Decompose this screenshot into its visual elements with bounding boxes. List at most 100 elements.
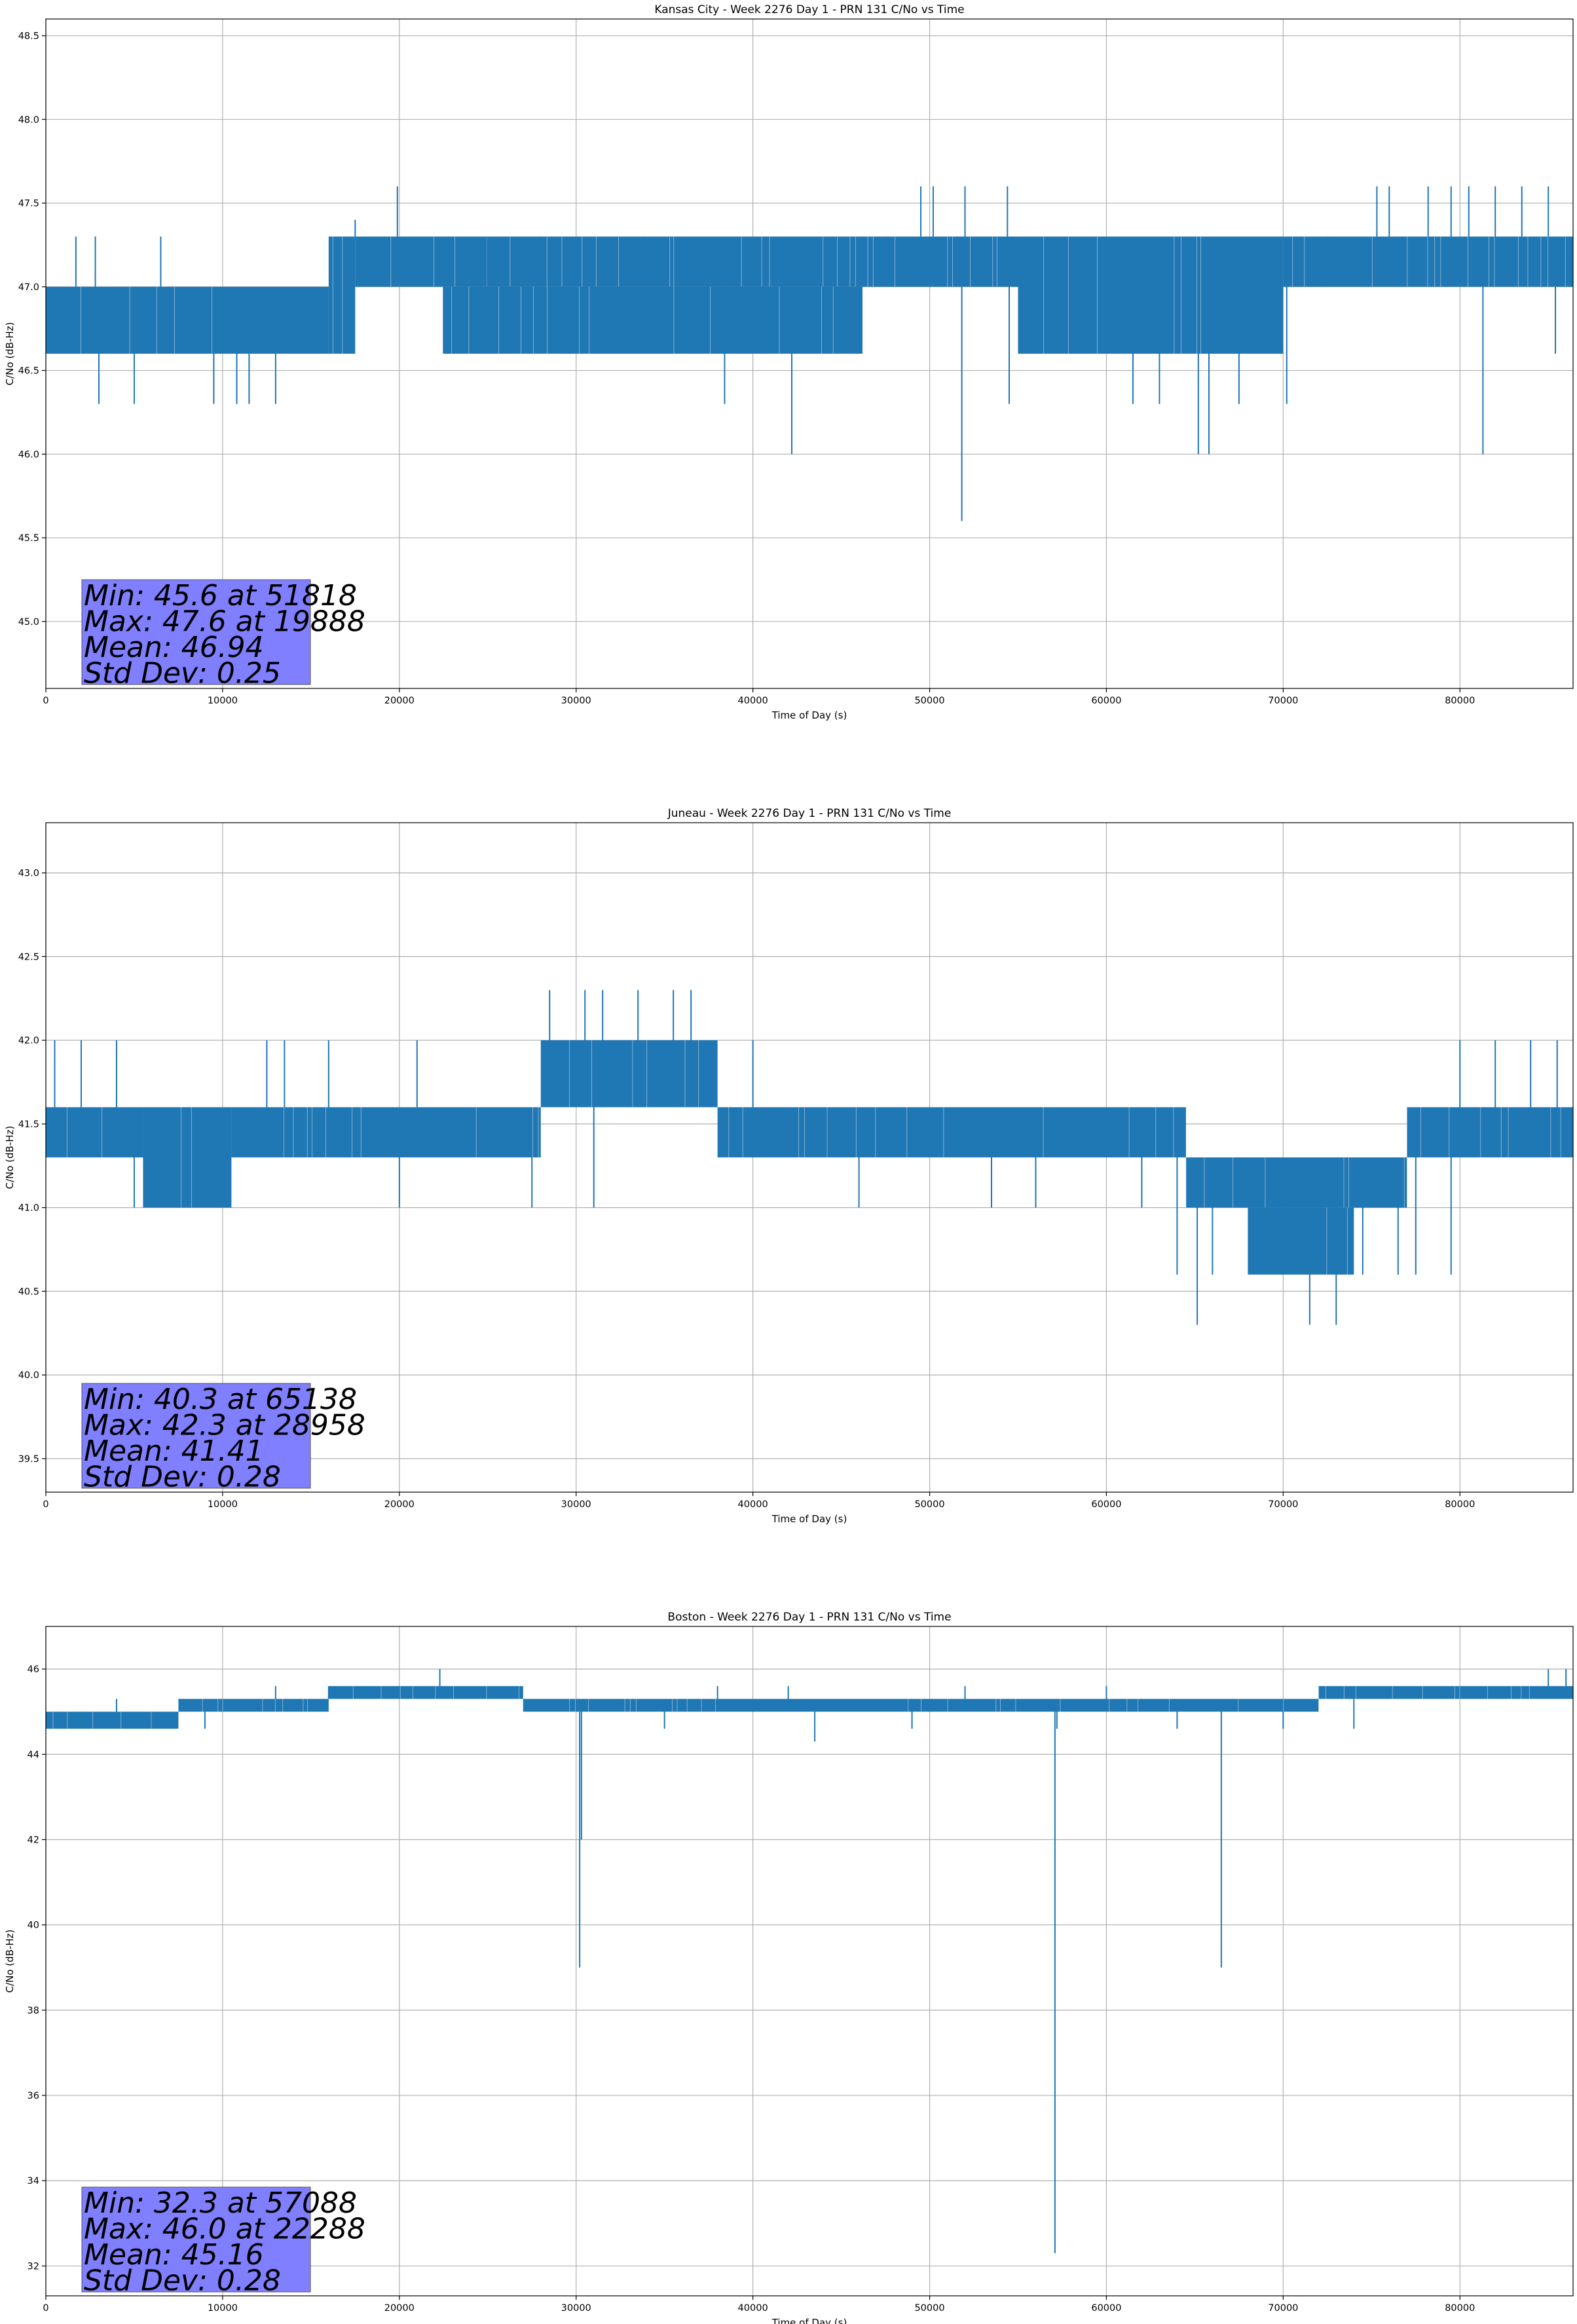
series-band — [717, 1107, 1001, 1157]
series-band — [143, 1107, 232, 1208]
series-band — [1407, 1107, 1573, 1157]
stats-box — [81, 2186, 311, 2293]
series-band — [1283, 236, 1573, 287]
chart-title: Kansas City - Week 2276 Day 1 - PRN 131 … — [654, 3, 964, 16]
series-texture — [46, 1712, 152, 1729]
y-tick-label: 42 — [28, 1835, 39, 1845]
y-tick-label: 40 — [28, 1921, 39, 1931]
series-band — [443, 286, 863, 354]
stats-line: Std Dev: 0.28 — [84, 1461, 281, 1494]
stats-line: Mean: 41.41 — [84, 1434, 264, 1468]
series-texture — [569, 1698, 1284, 1712]
series-band — [1185, 1157, 1407, 1208]
series-band — [46, 1712, 179, 1729]
x-axis-label: Time of Day (s) — [771, 1513, 847, 1525]
x-tick-label: 30000 — [561, 1499, 591, 1510]
chart-title: Boston - Week 2276 Day 1 - PRN 131 C/No … — [667, 1611, 951, 1624]
series-band — [1318, 1686, 1573, 1699]
series-texture — [202, 1698, 308, 1712]
y-tick-label: 46.0 — [18, 449, 39, 460]
y-tick-label: 40.5 — [18, 1286, 39, 1297]
x-axis-label: Time of Day (s) — [771, 2317, 847, 2324]
stats-line: Min: 32.3 at 57088 — [84, 2186, 357, 2220]
x-tick-label: 80000 — [1445, 696, 1475, 706]
stats-line: Std Dev: 0.28 — [84, 2264, 281, 2298]
y-tick-label: 47.5 — [18, 198, 39, 209]
series-band — [355, 236, 868, 287]
plot-frame — [45, 1626, 1574, 2296]
x-tick-label: 20000 — [384, 696, 415, 706]
series-texture — [1318, 1686, 1530, 1699]
stats-line: Min: 40.3 at 65138 — [84, 1383, 357, 1416]
x-tick-label: 40000 — [738, 1499, 768, 1510]
plot-frame — [45, 822, 1574, 1493]
x-tick-label: 80000 — [1445, 1499, 1475, 1510]
series-texture — [181, 1107, 192, 1208]
series-band — [1248, 1207, 1354, 1275]
chart-panel-1: 0 10000 20000 30000 40000 50000 60000 70000 8000… — [4, 3, 1574, 721]
y-tick-label: 48.5 — [18, 31, 39, 42]
y-tick-label: 46 — [28, 1664, 39, 1675]
y-tick-label: 43.0 — [18, 869, 39, 879]
series-texture — [66, 1107, 103, 1157]
stats-line: Max: 47.6 at 19888 — [84, 605, 365, 639]
series-texture — [728, 1107, 944, 1157]
x-tick-label: 70000 — [1268, 2303, 1298, 2314]
x-tick-label: 60000 — [1091, 1499, 1121, 1510]
x-tick-label: 60000 — [1091, 2303, 1121, 2314]
series-texture — [332, 236, 343, 354]
series-band — [178, 1698, 329, 1712]
y-tick-label: 45.5 — [18, 533, 39, 544]
chart-panel-3: 0 10000 20000 30000 40000 50000 60000 70000 8000… — [4, 1611, 1574, 2324]
series-texture — [284, 1107, 539, 1157]
y-tick-label: 39.5 — [18, 1454, 39, 1465]
y-tick-label: 46.5 — [18, 366, 39, 377]
x-tick-label: 30000 — [561, 696, 591, 706]
series-line — [46, 990, 1573, 1325]
x-tick-label: 20000 — [384, 2303, 415, 2314]
series-band — [328, 1686, 523, 1699]
series-line — [46, 1669, 1573, 2253]
x-tick-label: 30000 — [561, 2303, 591, 2314]
y-tick-label: 42.5 — [18, 952, 39, 962]
stats-line: Std Dev: 0.25 — [84, 657, 281, 690]
plot-frame — [45, 18, 1574, 689]
series-band — [231, 1107, 541, 1157]
y-axis-label: C/No (dB-Hz) — [4, 322, 16, 386]
series-texture — [1185, 1157, 1405, 1208]
series-texture — [569, 1040, 699, 1108]
x-axis-label: Time of Day (s) — [771, 709, 847, 721]
x-tick-label: 0 — [43, 2303, 48, 2314]
x-tick-label: 50000 — [914, 1499, 944, 1510]
x-tick-label: 40000 — [738, 2303, 768, 2314]
stats-box — [81, 579, 311, 685]
series-texture — [390, 236, 856, 287]
series-texture — [867, 236, 997, 287]
y-tick-label: 38 — [28, 2006, 39, 2016]
y-axis-label: C/No (dB-Hz) — [4, 1930, 16, 1993]
series-band — [1000, 1107, 1186, 1157]
x-tick-label: 0 — [43, 696, 48, 706]
x-tick-label: 10000 — [208, 2303, 238, 2314]
stats-line: Min: 45.6 at 51818 — [84, 579, 357, 612]
x-tick-label: 50000 — [914, 696, 944, 706]
x-tick-label: 80000 — [1445, 2303, 1475, 2314]
series-texture — [1043, 1107, 1174, 1157]
chart-title: Juneau - Week 2276 Day 1 - PRN 131 C/No … — [667, 807, 952, 820]
series-band — [1018, 236, 1284, 354]
x-tick-label: 70000 — [1268, 1499, 1298, 1510]
x-tick-label: 20000 — [384, 1499, 415, 1510]
series-texture — [1292, 236, 1566, 287]
y-tick-label: 47.0 — [18, 282, 39, 293]
series-texture — [1326, 1207, 1348, 1275]
y-axis-label: C/No (dB-Hz) — [4, 1126, 16, 1190]
chart-panel-2: 0 10000 20000 30000 40000 50000 60000 70000 8000… — [4, 807, 1574, 1525]
x-tick-label: 40000 — [738, 696, 768, 706]
series-band — [868, 236, 1018, 287]
y-tick-label: 42.0 — [18, 1036, 39, 1046]
x-tick-label: 70000 — [1268, 696, 1298, 706]
y-tick-label: 41.0 — [18, 1203, 39, 1214]
x-tick-label: 0 — [43, 1499, 48, 1510]
y-tick-label: 48.0 — [18, 115, 39, 125]
